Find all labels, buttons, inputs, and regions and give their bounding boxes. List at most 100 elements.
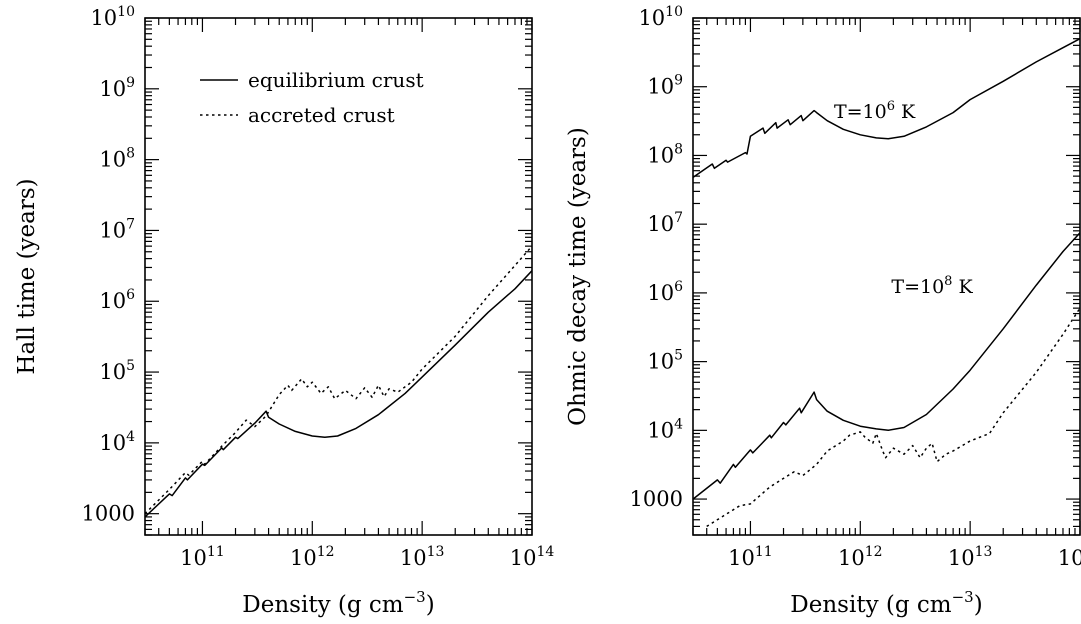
x-axis-label-close: ) xyxy=(974,592,983,618)
x-tick-label-base: 10 xyxy=(838,546,865,570)
annotation-label: T=106 K xyxy=(834,99,916,123)
x-tick-label: 1012 xyxy=(290,544,335,570)
x-tick-label-exponent: 14 xyxy=(536,544,554,560)
y-tick-label: 105 xyxy=(99,358,135,384)
y-tick-label-exponent: 9 xyxy=(674,73,683,89)
y-tick-label-base: 10 xyxy=(99,289,126,313)
x-tick-label-exponent: 11 xyxy=(207,544,225,560)
y-tick-label: 107 xyxy=(647,210,683,236)
y-tick-label: 106 xyxy=(647,279,683,305)
y-tick-label-base: 10 xyxy=(647,143,674,167)
x-tick-label-exponent: 12 xyxy=(865,544,883,560)
y-tick-label-exponent: 6 xyxy=(126,287,135,303)
x-tick-label: 1014 xyxy=(510,544,555,570)
x-tick-label: 1014 xyxy=(1058,544,1081,570)
y-tick-label-base: 10 xyxy=(647,418,674,442)
y-axis-label: Ohmic decay time (years) xyxy=(565,127,591,426)
series-line-dotted-2 xyxy=(144,245,533,515)
series-line-solid-1 xyxy=(692,38,1081,179)
y-tick-label: 1010 xyxy=(90,4,135,30)
y-tick-label-exponent: 8 xyxy=(674,141,683,157)
y-tick-label-exponent: 8 xyxy=(126,146,135,162)
y-tick-label: 1000 xyxy=(630,487,683,511)
y-tick-label-base: 10 xyxy=(638,6,665,30)
x-tick-label-exponent: 13 xyxy=(975,544,993,560)
x-tick-label: 1011 xyxy=(180,544,225,570)
y-axis-label: Hall time (years) xyxy=(14,178,40,374)
y-tick-label: 109 xyxy=(647,73,683,99)
y-tick-label-base: 10 xyxy=(647,212,674,236)
y-tick-label: 104 xyxy=(647,416,683,442)
x-tick-label-base: 10 xyxy=(510,546,537,570)
y-tick-label-exponent: 7 xyxy=(674,210,683,226)
y-tick-label: 107 xyxy=(99,216,135,242)
x-tick-label: 1012 xyxy=(838,544,883,570)
y-tick-label-base: 10 xyxy=(99,148,126,172)
annotation-label: T=108 K xyxy=(891,274,973,298)
legend: equilibrium crust accreted crust xyxy=(200,68,424,127)
y-tick-label-exponent: 10 xyxy=(665,4,683,20)
y-tick-label: 105 xyxy=(647,348,683,374)
annotation-suffix: K xyxy=(952,276,973,298)
annotation-exponent: 6 xyxy=(887,99,895,114)
y-tick-label-base: 10 xyxy=(647,281,674,305)
x-axis-label-exponent: −3 xyxy=(404,588,426,606)
y-tick-label-base: 10 xyxy=(647,75,674,99)
series-line-solid-1 xyxy=(144,270,533,518)
y-tick-label-exponent: 6 xyxy=(674,279,683,295)
y-tick-label-exponent: 7 xyxy=(126,216,135,232)
x-tick-label-exponent: 12 xyxy=(317,544,335,560)
y-tick-label-exponent: 4 xyxy=(126,429,135,445)
x-tick-label: 1011 xyxy=(728,544,773,570)
y-tick-label-base: 10 xyxy=(99,360,126,384)
annotation-prefix: T=10 xyxy=(891,276,944,298)
x-tick-label-base: 10 xyxy=(948,546,975,570)
x-axis-label: Density (g cm−3) xyxy=(242,588,434,618)
annotation-suffix: K xyxy=(895,101,916,123)
y-tick-label-exponent: 5 xyxy=(126,358,135,374)
y-tick-label: 106 xyxy=(99,287,135,313)
legend-label: accreted crust xyxy=(248,103,395,127)
y-tick-label-base: 10 xyxy=(99,77,126,101)
legend-label: equilibrium crust xyxy=(248,68,424,92)
y-tick-label: 108 xyxy=(99,146,135,172)
plot-frame xyxy=(692,17,1081,536)
y-tick-label: 1000 xyxy=(82,502,135,526)
y-tick-label-exponent: 5 xyxy=(674,348,683,364)
y-tick-label: 1010 xyxy=(638,4,683,30)
plot-frame xyxy=(144,17,533,536)
y-tick-label-exponent: 4 xyxy=(674,416,683,432)
x-tick-label-base: 10 xyxy=(180,546,207,570)
series-line-solid-2 xyxy=(692,232,1081,500)
x-tick-label-exponent: 11 xyxy=(755,544,773,560)
y-tick-label-base: 10 xyxy=(90,6,117,30)
annotation-exponent: 8 xyxy=(944,274,952,289)
x-tick-label: 1013 xyxy=(948,544,993,570)
x-tick-label: 1013 xyxy=(400,544,445,570)
x-axis-label-text: Density (g cm xyxy=(790,592,951,618)
y-tick-label-exponent: 9 xyxy=(126,75,135,91)
x-axis-label-text: Density (g cm xyxy=(242,592,403,618)
x-tick-label-base: 10 xyxy=(290,546,317,570)
y-tick-label-base: 1000 xyxy=(630,487,683,511)
y-tick-label-base: 1000 xyxy=(82,502,135,526)
x-tick-label-exponent: 13 xyxy=(427,544,445,560)
y-tick-label: 109 xyxy=(99,75,135,101)
series-line-dotted-3 xyxy=(706,307,1081,528)
x-axis-label-exponent: −3 xyxy=(952,588,974,606)
y-tick-label: 104 xyxy=(99,429,135,455)
y-tick-label: 108 xyxy=(647,141,683,167)
annotation-prefix: T=10 xyxy=(834,101,887,123)
x-tick-label-base: 10 xyxy=(728,546,755,570)
panel-2: 1011101210131014100010410510610710810910… xyxy=(565,4,1081,618)
x-axis-label: Density (g cm−3) xyxy=(790,588,982,618)
x-axis-label-close: ) xyxy=(426,592,435,618)
panel-1: 1011 1012 1013 1014100010410510610710810910… xyxy=(14,4,554,618)
y-tick-label-base: 10 xyxy=(99,431,126,455)
x-tick-label-base: 10 xyxy=(1058,546,1081,570)
x-tick-label-base: 10 xyxy=(400,546,427,570)
y-tick-label-base: 10 xyxy=(99,218,126,242)
y-tick-label-base: 10 xyxy=(647,350,674,374)
